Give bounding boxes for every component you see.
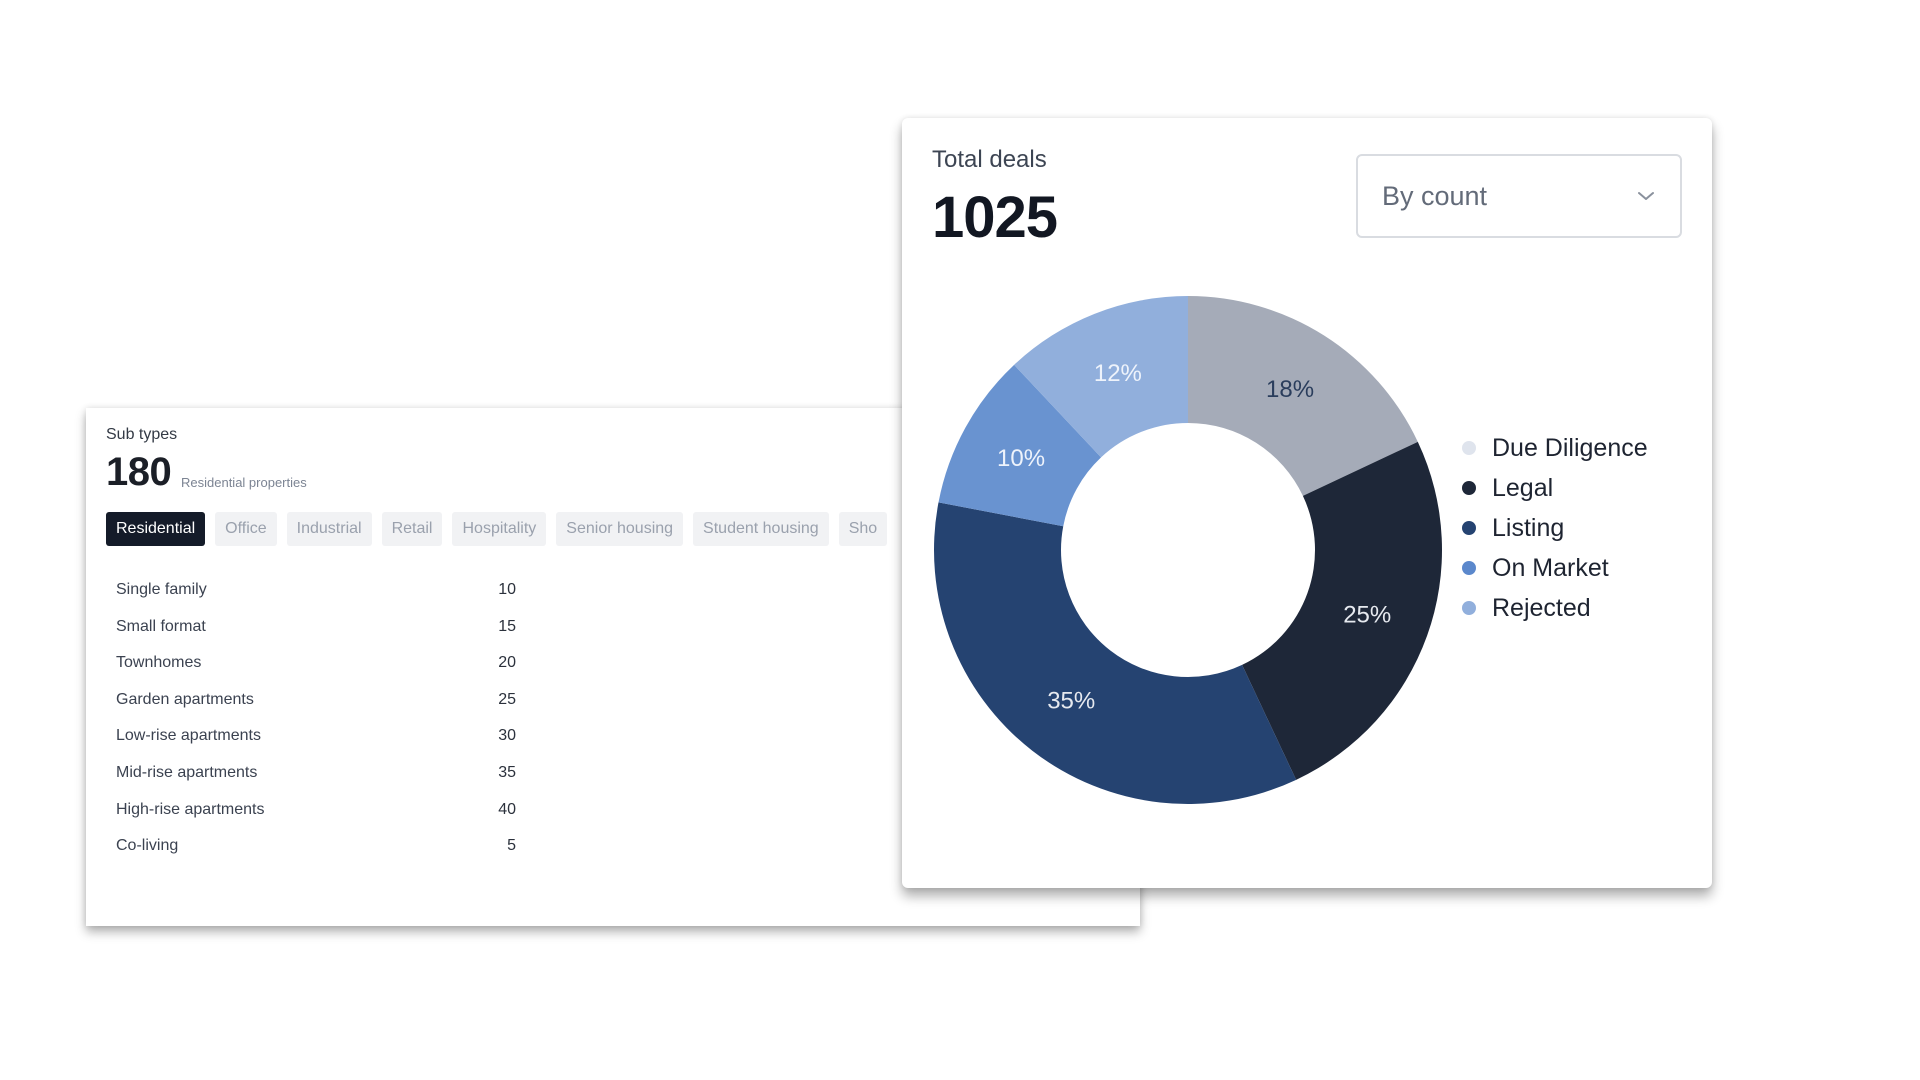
tab-retail[interactable]: Retail <box>381 512 443 546</box>
legend-dot <box>1462 561 1476 575</box>
chart-legend: Due Diligence Legal Listing On Market Reject… <box>1462 428 1648 628</box>
legend-item[interactable]: Rejected <box>1462 588 1648 628</box>
total-deals-card: Total deals 1025 By count 18% 25% 35% 10% 12… <box>902 118 1712 888</box>
subtypes-caption: Residential properties <box>181 475 307 490</box>
subtype-value: 10 <box>498 581 516 598</box>
legend-label: Listing <box>1492 513 1565 542</box>
legend-dot <box>1462 481 1476 495</box>
tab-office[interactable]: Office <box>215 512 277 546</box>
slice-label: 10% <box>997 445 1045 472</box>
legend-dot <box>1462 601 1476 615</box>
subtype-name: Single family <box>116 581 207 598</box>
list-item: High-rise apartments 40 <box>116 792 516 829</box>
donut-slice[interactable] <box>1242 441 1442 780</box>
chevron-down-icon <box>1638 192 1654 200</box>
subtype-value: 30 <box>498 727 516 745</box>
subtype-name: Garden apartments <box>116 690 254 708</box>
subtype-name: Mid-rise apartments <box>116 763 258 781</box>
tab-student-housing[interactable]: Student housing <box>693 512 829 546</box>
legend-label: On Market <box>1492 553 1609 582</box>
subtype-name: Co-living <box>116 837 179 855</box>
subtype-value: 35 <box>498 763 516 781</box>
donut-slice[interactable] <box>1188 296 1418 496</box>
slice-label: 35% <box>1047 688 1095 715</box>
metric-dropdown[interactable]: By count <box>1356 154 1682 238</box>
list-item: Single family 10 <box>116 572 516 609</box>
donut-slice[interactable] <box>934 502 1297 804</box>
slice-label: 12% <box>1094 360 1142 387</box>
list-item: Low-rise apartments 30 <box>116 718 516 755</box>
legend-item[interactable]: On Market <box>1462 548 1648 588</box>
legend-item[interactable]: Legal <box>1462 468 1648 508</box>
dropdown-value: By count <box>1382 180 1488 211</box>
subtype-name: Small format <box>116 617 206 635</box>
slice-label: 18% <box>1266 376 1314 403</box>
list-item: Garden apartments 25 <box>116 682 516 719</box>
tab-residential[interactable]: Residential <box>106 512 206 546</box>
legend-dot <box>1462 521 1476 535</box>
subtype-value: 20 <box>498 654 516 672</box>
legend-label: Legal <box>1492 473 1554 502</box>
tab-industrial[interactable]: Industrial <box>286 512 372 546</box>
list-item: Small format 15 <box>116 609 516 646</box>
subtypes-count: 180 <box>106 450 172 494</box>
legend-label: Due Diligence <box>1492 433 1648 462</box>
donut-slice[interactable] <box>938 364 1102 527</box>
legend-label: Rejected <box>1492 593 1591 622</box>
subtype-value: 40 <box>498 800 516 818</box>
property-type-tabs: Residential Office Industrial Retail Hos… <box>106 512 1140 546</box>
legend-item[interactable]: Due Diligence <box>1462 428 1648 468</box>
tab-hospitality[interactable]: Hospitality <box>452 512 547 546</box>
list-item: Mid-rise apartments 35 <box>116 755 516 792</box>
list-item: Co-living 5 <box>116 828 516 865</box>
tab-truncated[interactable]: Sho <box>838 512 888 546</box>
subtype-name: Townhomes <box>116 654 202 672</box>
donut-slice[interactable] <box>1014 296 1188 458</box>
tab-senior-housing[interactable]: Senior housing <box>556 512 684 546</box>
subtype-value: 25 <box>498 690 516 708</box>
legend-dot <box>1462 441 1476 455</box>
deals-donut-chart: 18% 25% 35% 10% 12% <box>934 296 1442 804</box>
subtype-value: 5 <box>507 837 516 855</box>
subtype-list: Single family 10 Small format 15 Townhom… <box>116 572 516 865</box>
total-deals-count: 1025 <box>932 185 1058 250</box>
slice-label: 25% <box>1343 602 1391 629</box>
subtypes-label: Sub types <box>106 426 178 443</box>
list-item: Townhomes 20 <box>116 645 516 682</box>
subtype-name: Low-rise apartments <box>116 727 261 745</box>
subtype-value: 15 <box>498 617 516 635</box>
legend-item[interactable]: Listing <box>1462 508 1648 548</box>
total-deals-label: Total deals <box>932 146 1047 173</box>
subtype-name: High-rise apartments <box>116 800 265 818</box>
